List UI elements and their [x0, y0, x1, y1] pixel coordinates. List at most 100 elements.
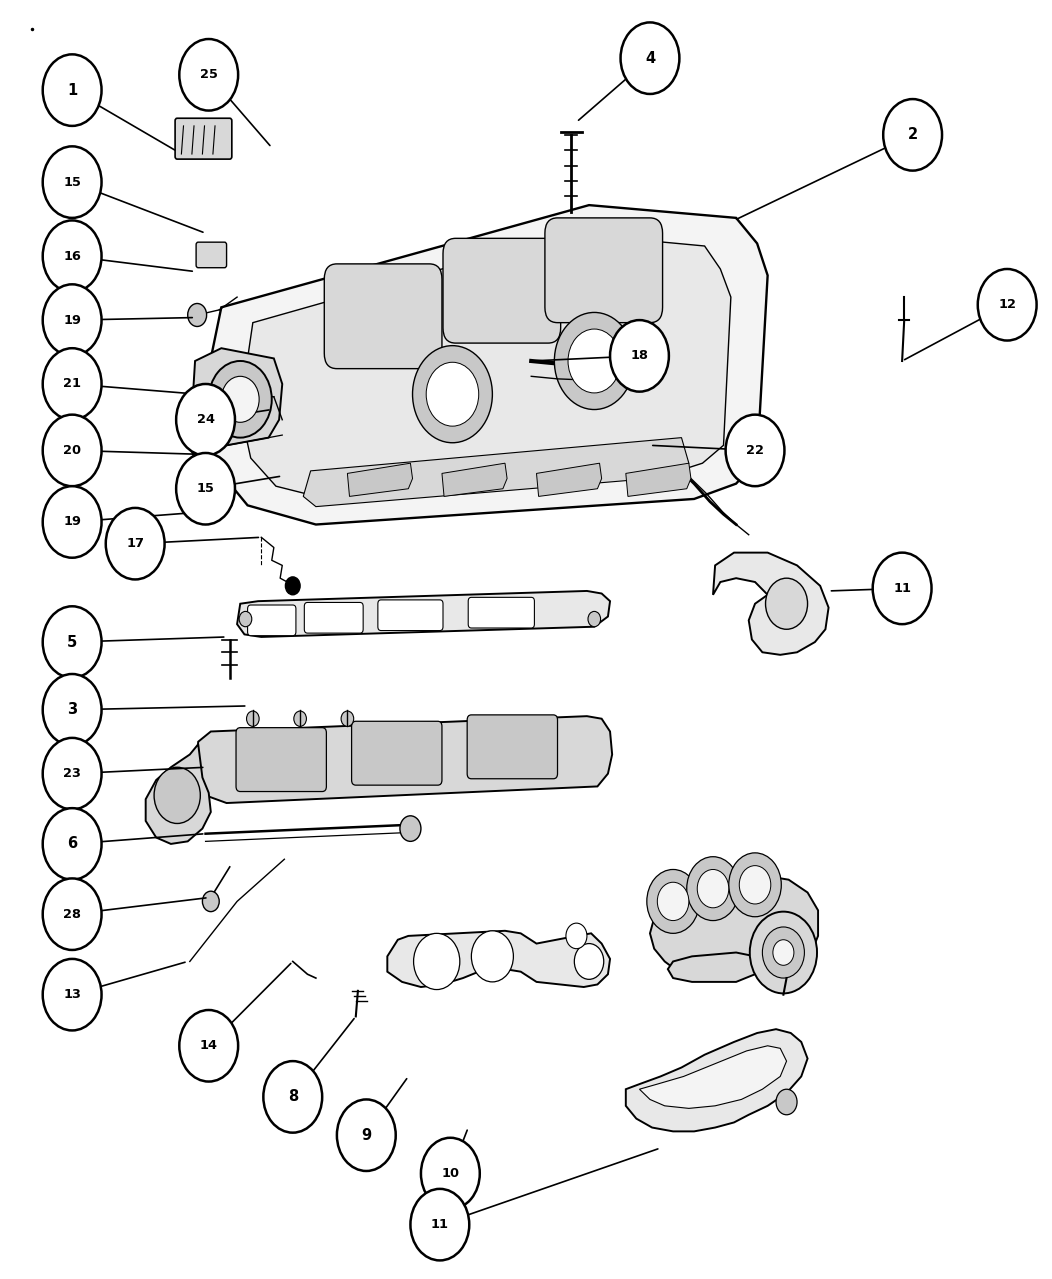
Circle shape [766, 578, 808, 629]
Text: 15: 15 [197, 482, 215, 495]
Circle shape [246, 711, 259, 726]
Circle shape [873, 553, 931, 624]
Text: 6: 6 [67, 836, 77, 852]
Text: 18: 18 [630, 349, 648, 362]
Circle shape [179, 40, 238, 110]
Circle shape [568, 329, 621, 393]
Text: 20: 20 [63, 444, 81, 457]
Circle shape [43, 146, 102, 217]
Circle shape [410, 1189, 469, 1260]
Circle shape [43, 606, 102, 678]
Text: 2: 2 [908, 128, 917, 142]
Circle shape [588, 611, 601, 627]
Text: 11: 11 [431, 1218, 449, 1232]
FancyBboxPatch shape [443, 238, 561, 343]
Circle shape [750, 912, 817, 994]
PathPatch shape [205, 205, 768, 524]
Circle shape [471, 931, 513, 982]
FancyBboxPatch shape [324, 263, 442, 368]
PathPatch shape [537, 463, 602, 496]
FancyBboxPatch shape [378, 600, 443, 631]
FancyBboxPatch shape [304, 602, 363, 633]
FancyBboxPatch shape [545, 217, 663, 322]
Text: 4: 4 [645, 51, 655, 65]
Text: 21: 21 [63, 377, 81, 390]
Circle shape [574, 944, 604, 980]
Circle shape [697, 870, 729, 908]
Circle shape [43, 879, 102, 950]
Circle shape [687, 857, 740, 921]
PathPatch shape [650, 876, 818, 975]
Circle shape [43, 220, 102, 292]
Circle shape [285, 577, 300, 595]
Circle shape [43, 959, 102, 1031]
Circle shape [43, 348, 102, 420]
PathPatch shape [387, 931, 610, 987]
Circle shape [176, 453, 235, 524]
Circle shape [726, 414, 785, 486]
Text: 25: 25 [200, 68, 218, 82]
PathPatch shape [713, 553, 829, 655]
Circle shape [977, 269, 1036, 340]
Circle shape [647, 870, 700, 934]
FancyBboxPatch shape [236, 728, 326, 792]
Circle shape [426, 362, 479, 426]
Circle shape [658, 883, 689, 921]
Circle shape [263, 1062, 322, 1133]
Text: 23: 23 [63, 767, 81, 780]
Text: 15: 15 [63, 175, 81, 188]
PathPatch shape [347, 463, 412, 496]
Circle shape [776, 1090, 797, 1115]
Circle shape [729, 853, 782, 917]
Circle shape [566, 923, 587, 949]
Circle shape [191, 440, 208, 460]
Text: 19: 19 [63, 515, 81, 528]
Text: 22: 22 [746, 444, 764, 457]
PathPatch shape [242, 233, 731, 501]
Circle shape [43, 486, 102, 558]
Circle shape [412, 345, 492, 443]
Text: 3: 3 [67, 702, 77, 718]
Circle shape [43, 738, 102, 810]
Text: 1: 1 [67, 83, 77, 97]
Circle shape [43, 808, 102, 880]
Text: 28: 28 [63, 908, 81, 921]
Circle shape [610, 320, 669, 391]
Text: 19: 19 [63, 313, 81, 326]
PathPatch shape [626, 463, 691, 496]
Circle shape [43, 284, 102, 356]
Circle shape [43, 54, 102, 125]
Circle shape [176, 384, 235, 455]
Circle shape [221, 376, 259, 422]
PathPatch shape [442, 463, 507, 496]
Circle shape [884, 98, 942, 170]
Text: 16: 16 [63, 249, 81, 262]
PathPatch shape [191, 348, 282, 445]
Text: 5: 5 [67, 634, 77, 650]
Circle shape [202, 891, 219, 912]
Text: 17: 17 [126, 537, 144, 550]
Text: 8: 8 [287, 1090, 298, 1104]
Circle shape [337, 1100, 396, 1172]
FancyBboxPatch shape [468, 597, 534, 628]
Circle shape [413, 934, 460, 990]
Circle shape [294, 711, 306, 726]
Circle shape [199, 501, 216, 522]
Text: 11: 11 [893, 582, 911, 595]
Text: 24: 24 [197, 413, 215, 426]
Text: 14: 14 [200, 1040, 218, 1053]
PathPatch shape [303, 437, 689, 506]
PathPatch shape [145, 744, 210, 844]
FancyBboxPatch shape [467, 715, 558, 779]
FancyBboxPatch shape [175, 118, 231, 159]
Circle shape [187, 303, 206, 326]
Circle shape [773, 940, 794, 966]
FancyBboxPatch shape [351, 721, 442, 785]
Circle shape [341, 711, 353, 726]
PathPatch shape [640, 1046, 787, 1109]
PathPatch shape [626, 1030, 808, 1132]
Text: 10: 10 [442, 1166, 460, 1181]
PathPatch shape [195, 716, 612, 803]
Text: 9: 9 [361, 1128, 371, 1142]
Circle shape [239, 611, 251, 627]
